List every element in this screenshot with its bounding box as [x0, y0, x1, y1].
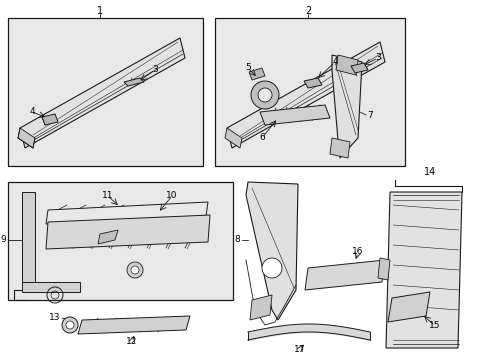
Polygon shape [248, 68, 264, 80]
Polygon shape [18, 128, 35, 148]
Polygon shape [385, 192, 461, 348]
Circle shape [258, 88, 271, 102]
Text: 11: 11 [102, 192, 114, 201]
Polygon shape [78, 316, 190, 334]
Polygon shape [245, 182, 297, 320]
Polygon shape [46, 215, 209, 249]
Circle shape [131, 266, 139, 274]
Circle shape [127, 262, 142, 278]
Text: 15: 15 [428, 321, 440, 330]
Polygon shape [249, 295, 271, 320]
Text: 8: 8 [234, 235, 240, 244]
Text: 4: 4 [29, 108, 35, 117]
Text: 1: 1 [97, 6, 103, 16]
Polygon shape [329, 138, 349, 158]
Text: 17: 17 [294, 346, 305, 355]
Text: 5: 5 [244, 63, 250, 72]
Polygon shape [224, 128, 242, 148]
Text: 14: 14 [423, 167, 435, 177]
Polygon shape [42, 114, 58, 125]
Polygon shape [260, 105, 329, 125]
Polygon shape [98, 230, 118, 244]
Text: 10: 10 [166, 192, 177, 201]
Polygon shape [124, 78, 143, 86]
Polygon shape [226, 42, 384, 148]
Polygon shape [387, 292, 429, 322]
Polygon shape [350, 63, 367, 73]
Bar [215, 18, 404, 166]
Circle shape [62, 317, 78, 333]
Text: 2: 2 [304, 6, 310, 16]
Polygon shape [305, 260, 384, 290]
Polygon shape [335, 55, 357, 75]
Text: 7: 7 [366, 111, 372, 120]
Text: 4: 4 [331, 58, 337, 67]
Polygon shape [22, 192, 35, 282]
Circle shape [250, 81, 279, 109]
Circle shape [66, 321, 74, 329]
Polygon shape [331, 55, 361, 158]
Text: 6: 6 [259, 134, 264, 143]
Polygon shape [304, 78, 321, 88]
Circle shape [262, 258, 282, 278]
Text: 3: 3 [152, 66, 158, 75]
Text: 16: 16 [351, 248, 363, 256]
Polygon shape [20, 38, 184, 148]
Polygon shape [22, 282, 80, 292]
Text: 9: 9 [0, 235, 6, 244]
Bar [8, 18, 203, 166]
Polygon shape [46, 202, 207, 224]
Bar [8, 182, 232, 300]
Text: 13: 13 [49, 314, 61, 323]
Polygon shape [377, 258, 389, 280]
Text: 12: 12 [126, 338, 138, 346]
Text: 3: 3 [374, 54, 380, 63]
